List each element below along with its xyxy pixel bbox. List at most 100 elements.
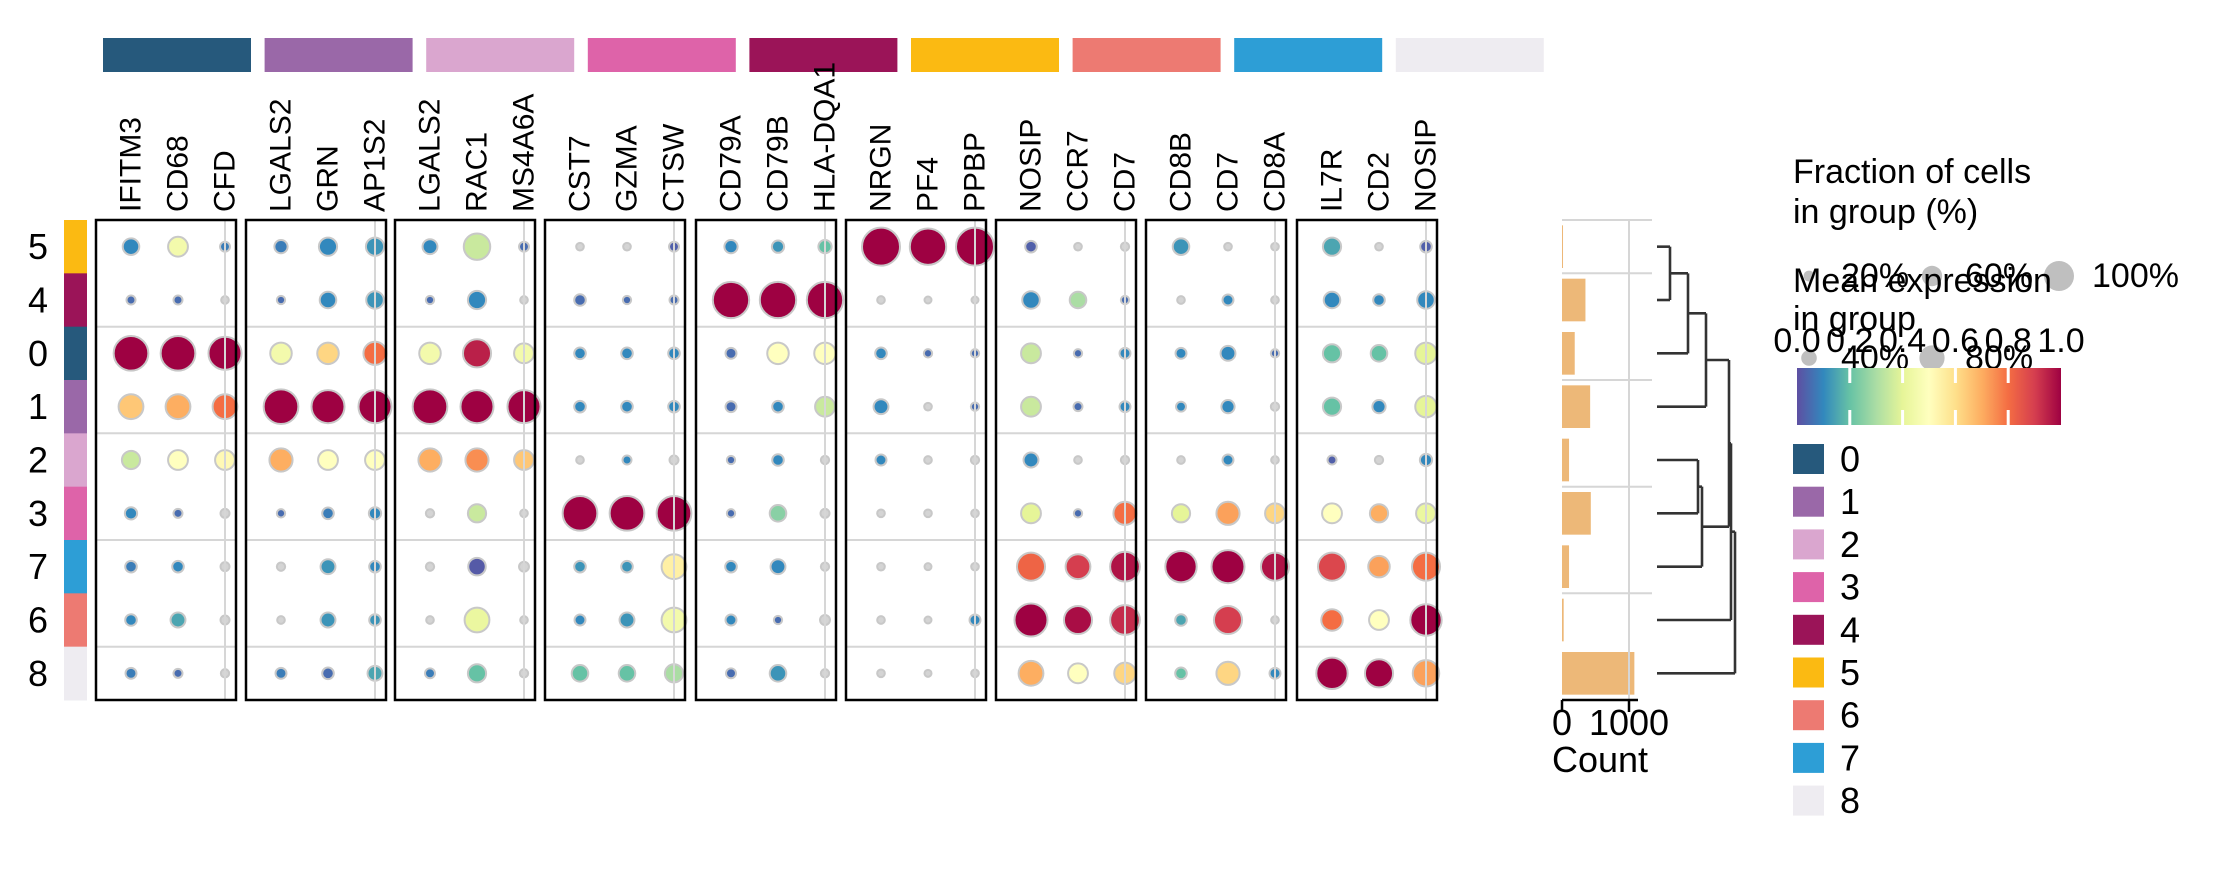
count-bar-chart: 0 1000 bbox=[1552, 219, 1669, 743]
gene-label: GRN bbox=[312, 145, 345, 212]
gene-label: CD79A bbox=[715, 115, 748, 212]
gene-label: CD68 bbox=[162, 135, 195, 212]
expression-dot bbox=[923, 401, 933, 412]
expression-dot bbox=[1315, 656, 1349, 691]
row-color-band bbox=[64, 220, 87, 701]
row-label: 4 bbox=[28, 280, 48, 321]
expression-dot bbox=[1022, 451, 1040, 469]
expression-dot bbox=[1073, 241, 1083, 252]
expression-dot bbox=[1072, 401, 1084, 413]
colorbar-tick-label: 1.0 bbox=[2037, 322, 2084, 360]
expression-dot bbox=[1363, 658, 1395, 689]
expression-dot bbox=[1068, 290, 1088, 310]
row-color-swatch bbox=[64, 540, 87, 594]
expression-dot bbox=[1220, 399, 1236, 415]
expression-dot bbox=[758, 280, 798, 320]
expression-dot bbox=[575, 241, 585, 252]
dot-panels bbox=[94, 218, 1443, 702]
panel-border bbox=[543, 218, 687, 702]
expression-dot bbox=[1321, 236, 1343, 257]
expression-dot bbox=[466, 663, 488, 684]
count-tick-label: 0 bbox=[1552, 702, 1572, 743]
category-legend-swatch bbox=[1793, 700, 1824, 731]
category-legend-swatch bbox=[1793, 529, 1824, 560]
gene-label: IFITM3 bbox=[115, 117, 148, 212]
group-color-bar bbox=[587, 38, 736, 72]
expression-dot bbox=[321, 666, 335, 681]
group-color-bar bbox=[1395, 38, 1544, 72]
expression-dot bbox=[1072, 508, 1084, 519]
expression-dot bbox=[1215, 500, 1241, 526]
expression-dot bbox=[124, 613, 138, 627]
row-color-swatch bbox=[64, 326, 87, 381]
expression-dot bbox=[319, 611, 337, 629]
expression-dot bbox=[771, 399, 785, 414]
expression-dot bbox=[723, 239, 739, 255]
expression-dot bbox=[621, 294, 633, 306]
gene-label: PF4 bbox=[912, 157, 945, 212]
expression-dot bbox=[467, 556, 487, 577]
expression-dot bbox=[424, 508, 436, 519]
expression-dot bbox=[874, 346, 888, 361]
expression-dot bbox=[1174, 346, 1188, 360]
count-bar bbox=[1562, 545, 1570, 588]
expression-dot bbox=[424, 294, 436, 306]
row-color-swatch bbox=[64, 433, 87, 488]
expression-dot bbox=[1072, 348, 1084, 359]
expression-dot bbox=[771, 453, 785, 467]
colorbar-tick-notch bbox=[1901, 410, 1905, 425]
gene-label: CST7 bbox=[564, 135, 597, 212]
row-label: 5 bbox=[28, 226, 48, 267]
row-label: 2 bbox=[28, 440, 48, 481]
fraction-legend-dot bbox=[1801, 350, 1817, 366]
expression-dot bbox=[164, 393, 192, 421]
panel-border bbox=[994, 218, 1138, 702]
category-legend-label: 8 bbox=[1840, 780, 1860, 821]
expression-dot bbox=[768, 664, 788, 683]
group-color-bar bbox=[103, 38, 251, 72]
expression-dot bbox=[769, 558, 787, 576]
count-bar bbox=[1562, 278, 1586, 322]
expression-dot bbox=[608, 494, 646, 532]
expression-dot bbox=[617, 664, 637, 683]
expression-dot bbox=[269, 341, 293, 366]
expression-dot bbox=[1020, 342, 1042, 365]
expression-dot bbox=[167, 449, 189, 471]
expression-dot bbox=[1062, 604, 1094, 636]
colorbar-tick-label: 0.2 bbox=[1826, 322, 1873, 360]
expression-dot bbox=[317, 449, 339, 471]
row-color-swatch bbox=[64, 220, 87, 274]
expression-dot bbox=[1374, 241, 1384, 252]
expression-dot bbox=[620, 399, 634, 414]
group-color-bar bbox=[911, 38, 1059, 72]
expression-dot bbox=[1017, 659, 1045, 687]
expression-dot bbox=[462, 232, 492, 261]
expression-dot bbox=[922, 348, 934, 359]
gene-label: MS4A6A bbox=[508, 94, 541, 212]
fraction-legend-dot bbox=[1921, 265, 1943, 287]
count-bar bbox=[1562, 652, 1635, 695]
expression-dot bbox=[923, 562, 933, 572]
gene-label: AP1S2 bbox=[359, 119, 392, 212]
group-color-bars bbox=[103, 38, 1544, 72]
category-legend-swatch bbox=[1793, 614, 1824, 645]
expression-dot bbox=[1322, 290, 1342, 310]
expression-dot bbox=[1013, 602, 1049, 638]
expression-dot bbox=[876, 561, 886, 572]
expression-dot bbox=[908, 227, 948, 266]
count-bar bbox=[1562, 225, 1564, 268]
gene-label: CFD bbox=[209, 150, 242, 212]
expression-dot bbox=[1073, 455, 1083, 465]
expression-dot bbox=[724, 559, 738, 574]
expression-dot bbox=[417, 447, 443, 473]
expression-dot bbox=[463, 606, 491, 634]
fraction-legend-dot bbox=[2044, 261, 2074, 291]
expression-dot bbox=[1176, 295, 1186, 305]
gene-label: NRGN bbox=[865, 124, 898, 212]
expression-dot bbox=[319, 558, 337, 576]
expression-dot bbox=[766, 341, 790, 366]
expression-dot bbox=[125, 294, 137, 306]
group-color-bar bbox=[1234, 38, 1383, 72]
expression-dot bbox=[1175, 400, 1187, 413]
expression-dot bbox=[1164, 549, 1198, 584]
